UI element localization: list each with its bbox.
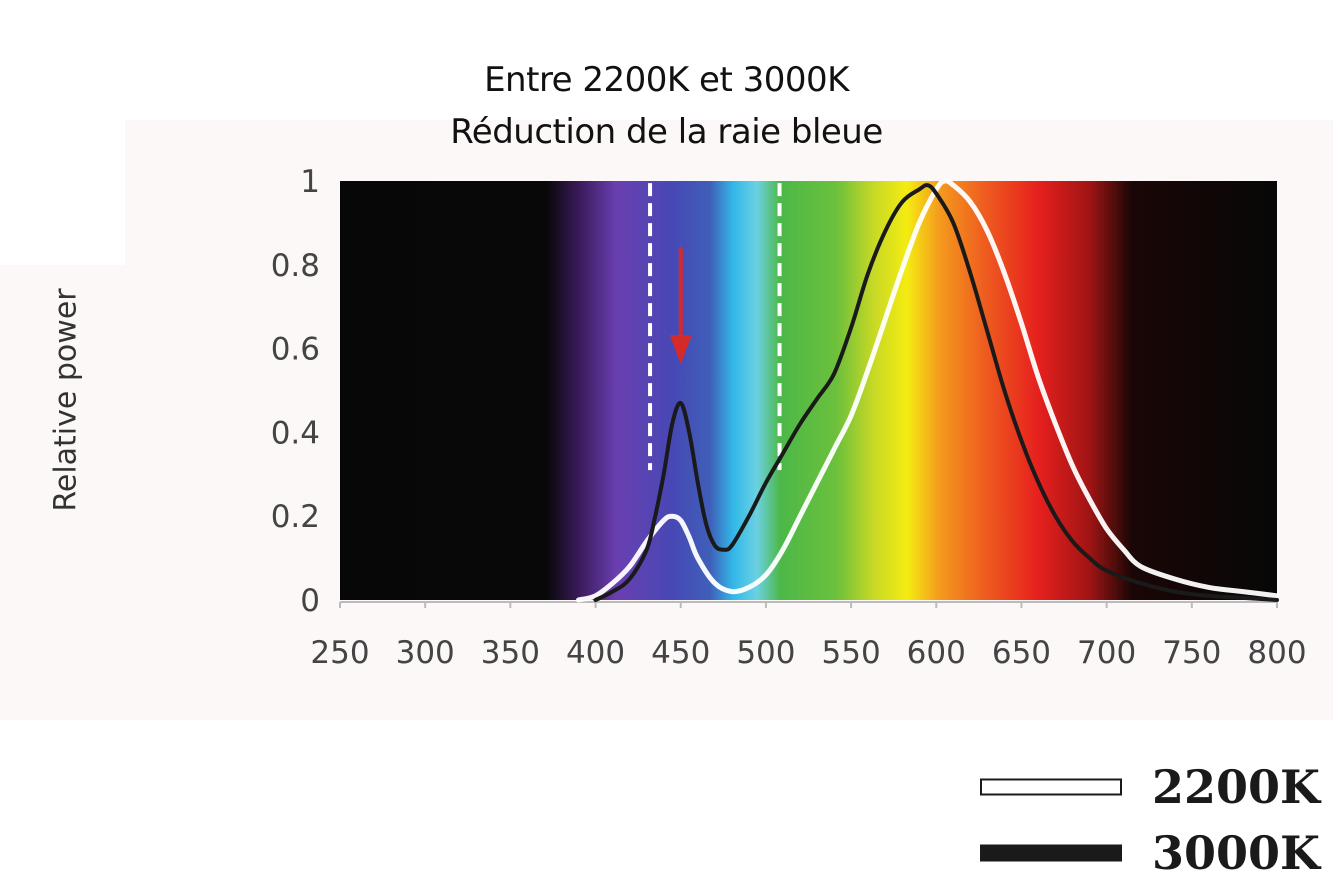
legend-swatch-black [980,844,1122,862]
spectrum-background [340,181,1277,600]
plot-layer: 250 300 350 400 450 500 550 600 650 700 750 800 0 0.2… [271,164,1307,671]
y-tick-label: 0.2 [271,499,320,535]
x-tick-label: 250 [310,635,369,671]
x-tick-label: 800 [1247,635,1306,671]
legend-item-3000k: 3000K [980,823,1320,883]
legend-label: 2200K [1152,760,1321,814]
chart-title-line2: Réduction de la raie bleue [450,112,883,152]
x-tick-label: 750 [1162,635,1221,671]
x-tick-label: 550 [822,635,881,671]
legend-label: 3000K [1152,826,1321,880]
x-tick-label: 650 [992,635,1051,671]
x-tick-label: 400 [566,635,625,671]
series-line-3000k [593,183,1279,602]
x-tick-label: 500 [736,635,795,671]
y-tick-label: 0.8 [271,248,320,284]
legend-item-2200k: 2200K [980,757,1320,817]
chart-background-notch [0,120,125,265]
annotation-arrow-head [669,335,692,364]
x-tick-label: 600 [907,635,966,671]
series-line-2200k [576,178,1280,603]
y-axis-label: Relative power [48,288,84,512]
y-tick-label: 1 [300,164,320,200]
y-tick-label: 0.6 [271,332,320,368]
x-tick-label: 300 [396,635,455,671]
x-tick-label: 350 [481,635,540,671]
legend-swatch-white [980,778,1122,796]
x-tick-label: 700 [1077,635,1136,671]
y-tick-label: 0 [300,583,320,619]
x-tick-label: 450 [651,635,710,671]
y-tick-label: 0.4 [271,415,320,451]
chart-title-line1: Entre 2200K et 3000K [484,60,849,100]
